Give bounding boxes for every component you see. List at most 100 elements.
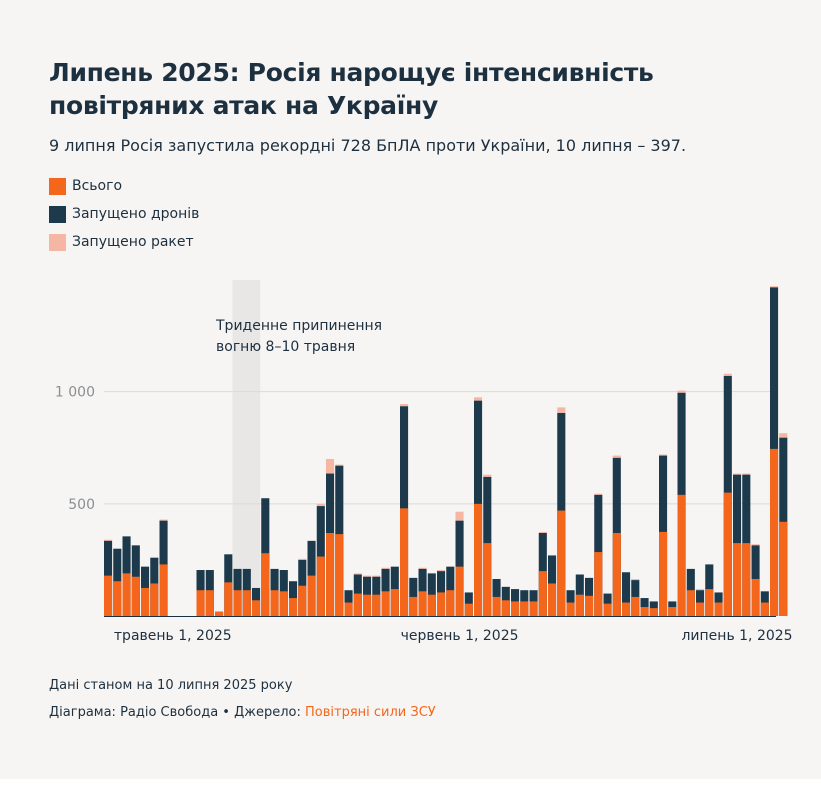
x-tick-label: травень 1, 2025	[114, 628, 232, 644]
bottom-strip	[0, 779, 821, 791]
total-bar	[548, 583, 557, 616]
total-bar	[141, 587, 150, 616]
total-bar	[427, 594, 436, 616]
total-bar	[474, 503, 483, 616]
legend-swatch-drones	[49, 205, 66, 223]
total-bar	[215, 611, 224, 616]
total-bar	[557, 510, 566, 616]
total-bar	[353, 593, 362, 616]
missiles-bar	[742, 473, 751, 475]
missiles-bar	[418, 567, 427, 569]
total-bar	[770, 448, 779, 616]
bar-chart: 500 1 000 травень 1, 2025 червень 1, 2025 ли…	[55, 280, 793, 644]
total-bar	[252, 600, 261, 616]
missiles-bar	[104, 539, 113, 541]
total-bar	[501, 600, 510, 616]
total-bar	[455, 566, 464, 616]
ceasefire-annotation-line2: вогню 8–10 травня	[216, 339, 355, 355]
ceasefire-annotation-line1: Триденне припинення	[215, 318, 382, 334]
total-bar	[594, 552, 603, 616]
total-bar	[566, 602, 575, 616]
missiles-bar	[659, 454, 668, 456]
total-bar	[612, 533, 621, 616]
legend-swatch-total	[49, 177, 66, 195]
total-bar	[492, 596, 501, 616]
total-bar	[464, 603, 473, 616]
total-bar	[326, 533, 335, 616]
total-bar	[723, 492, 732, 616]
total-bar	[122, 573, 131, 616]
chart-title: Липень 2025: Росія нарощує інтенсивність…	[49, 58, 654, 120]
total-bar	[437, 592, 446, 616]
total-bar	[279, 591, 288, 616]
total-bar	[742, 543, 751, 616]
legend-item-drones: Запущено дронів	[49, 204, 199, 224]
missiles-bar	[751, 544, 760, 546]
missiles-bar	[316, 503, 325, 507]
total-bar	[511, 601, 520, 616]
missiles-bar	[779, 433, 788, 438]
total-bar	[113, 581, 122, 616]
total-bar	[316, 556, 325, 616]
total-bar	[640, 607, 649, 616]
missiles-bar	[437, 570, 446, 572]
total-bar	[390, 589, 399, 616]
total-bar	[603, 603, 612, 616]
total-bar	[779, 521, 788, 616]
total-bar	[483, 543, 492, 616]
total-bar	[622, 602, 631, 616]
total-bar	[751, 578, 760, 616]
legend: Всього Запущено дронів Запущено ракет	[49, 176, 199, 260]
legend-label-total: Всього	[72, 178, 123, 194]
missiles-bar	[723, 373, 732, 376]
total-bar	[233, 590, 242, 616]
legend-label-missiles: Запущено ракет	[72, 234, 194, 250]
total-bar	[760, 602, 769, 616]
missiles-bar	[326, 458, 335, 474]
total-bar	[150, 583, 159, 616]
missiles-bar	[770, 286, 779, 288]
missiles-bar	[557, 407, 566, 413]
total-bar	[335, 534, 344, 616]
total-bar	[649, 608, 658, 616]
total-bar	[363, 594, 372, 616]
total-bar	[270, 590, 279, 616]
total-bar	[529, 601, 538, 616]
data-date-note: Дані станом на 10 липня 2025 року	[49, 678, 293, 693]
missiles-bar	[400, 404, 409, 407]
missiles-bar	[298, 558, 307, 560]
missiles-bar	[455, 511, 464, 521]
missiles-bar	[538, 531, 547, 533]
total-bar	[298, 585, 307, 616]
total-bar	[686, 590, 695, 616]
y-tick-label: 1 000	[55, 385, 95, 401]
total-bar	[696, 602, 705, 616]
total-bar	[705, 589, 714, 616]
missiles-bar	[483, 474, 492, 477]
total-bar	[733, 543, 742, 616]
total-bar	[585, 595, 594, 616]
total-bar	[418, 591, 427, 616]
chart-credit: Діаграма: Радіо Свобода • Джерело: Повіт…	[49, 705, 436, 720]
chart-subtitle: 9 липня Росія запустила рекордні 728 БпЛ…	[49, 136, 687, 155]
legend-item-total: Всього	[49, 176, 199, 196]
missiles-bar	[335, 464, 344, 466]
credit-text: Діаграма: Радіо Свобода • Джерело:	[49, 705, 306, 720]
source-link[interactable]: Повітряні сили ЗСУ	[305, 705, 436, 720]
total-bar	[261, 553, 270, 616]
total-bar	[159, 564, 168, 616]
total-bar	[538, 571, 547, 616]
total-bar	[668, 607, 677, 616]
total-bar	[520, 601, 529, 616]
total-bar	[131, 576, 140, 616]
total-bar	[409, 596, 418, 616]
total-bar	[307, 575, 316, 616]
total-bar	[400, 508, 409, 616]
missiles-bar	[612, 455, 621, 458]
legend-swatch-missiles	[49, 233, 66, 251]
total-bar	[289, 598, 298, 616]
drones-bar	[622, 572, 631, 616]
missiles-bar	[159, 519, 168, 521]
x-tick-label: червень 1, 2025	[401, 628, 519, 644]
legend-item-missiles: Запущено ракет	[49, 232, 199, 252]
